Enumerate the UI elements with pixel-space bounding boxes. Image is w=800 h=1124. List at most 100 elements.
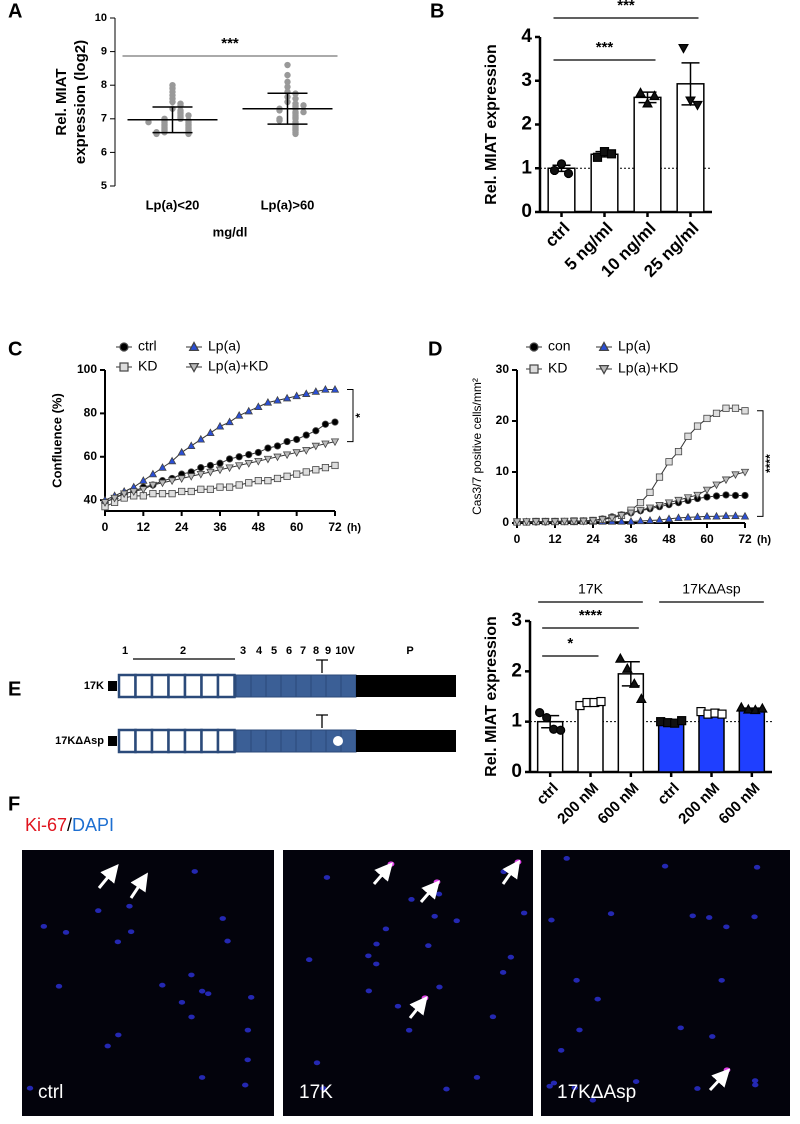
data-point xyxy=(292,391,301,400)
kiv2-repeat xyxy=(134,673,154,699)
nucleus xyxy=(723,924,730,930)
group-label: 17KΔAsp xyxy=(682,581,741,597)
data-point xyxy=(592,152,603,162)
significance-label: *** xyxy=(221,35,239,52)
nucleus xyxy=(594,996,601,1002)
data-point xyxy=(693,422,702,430)
nucleus xyxy=(242,1082,249,1088)
kiv2-repeat xyxy=(183,673,203,699)
data-point xyxy=(100,499,110,507)
nucleus xyxy=(677,1025,684,1031)
significance-label: *** xyxy=(596,39,614,56)
x-tick-label: ctrl xyxy=(533,780,562,809)
data-point xyxy=(263,398,273,406)
domain-label: P xyxy=(406,645,413,657)
data-point xyxy=(321,385,330,393)
x-tick-label: 12 xyxy=(548,532,562,546)
x-tick-label: 48 xyxy=(662,532,676,546)
panel-letter: E xyxy=(8,678,21,700)
data-point xyxy=(284,78,291,86)
nucleus xyxy=(473,1074,481,1080)
data-point xyxy=(731,404,740,412)
data-point xyxy=(302,468,310,476)
x-tick-label: 36 xyxy=(624,532,638,546)
data-point xyxy=(740,511,750,520)
nucleus xyxy=(499,970,507,975)
y-tick-label: 0 xyxy=(521,201,532,222)
y-axis-label: Rel. MIAT xyxy=(53,68,70,135)
significance-bracket xyxy=(757,410,764,517)
legend-marker xyxy=(529,364,539,374)
kringle xyxy=(325,674,342,698)
y-tick-label: 9 xyxy=(101,46,107,58)
data-point xyxy=(225,417,234,426)
y-tick-label: 30 xyxy=(496,362,510,376)
kiv2-repeat xyxy=(117,728,137,754)
data-point xyxy=(721,476,731,485)
kringle xyxy=(310,729,327,753)
legend-marker xyxy=(529,342,539,352)
nucleus xyxy=(435,891,443,897)
data-point xyxy=(598,516,607,524)
kringle xyxy=(280,674,297,698)
stain-part: / xyxy=(67,815,72,835)
kiv2-repeat xyxy=(167,673,187,699)
data-point xyxy=(642,97,653,108)
nucleus xyxy=(573,977,580,983)
bar xyxy=(657,720,685,773)
data-point xyxy=(655,473,664,481)
arrow xyxy=(501,859,521,885)
x-tick-label: 24 xyxy=(586,532,600,546)
data-point xyxy=(276,117,283,124)
data-point xyxy=(206,428,215,437)
kiv2-repeat xyxy=(134,728,154,754)
kringle xyxy=(235,674,252,698)
kringle xyxy=(265,674,282,698)
data-point xyxy=(512,518,522,526)
x-axis-label: mg/dl xyxy=(213,224,248,239)
data-point xyxy=(522,518,531,526)
kiv2-repeat xyxy=(183,728,203,754)
nucleus xyxy=(95,908,102,914)
nucleus xyxy=(425,943,432,949)
domain-label: 3 xyxy=(240,645,246,657)
nucleus xyxy=(126,903,133,909)
data-point xyxy=(742,703,754,714)
data-point xyxy=(216,459,224,467)
data-point xyxy=(693,491,702,500)
panel-letter: D xyxy=(428,338,442,360)
nucleus xyxy=(563,855,570,861)
protease-domain xyxy=(356,730,456,752)
data-point xyxy=(273,453,282,462)
nucleus xyxy=(753,864,761,870)
data-point xyxy=(560,517,569,526)
data-point xyxy=(244,406,253,415)
data-point xyxy=(145,118,152,126)
y-axis-label: Rel. MIAT expression xyxy=(483,616,500,777)
legend-marker xyxy=(598,365,610,375)
data-point xyxy=(664,514,674,523)
data-point xyxy=(129,488,138,496)
data-point xyxy=(273,395,282,404)
x-tick-label: 600 nM xyxy=(594,780,642,828)
data-point xyxy=(646,488,654,497)
data-point xyxy=(196,434,206,443)
data-point xyxy=(722,491,730,499)
data-point xyxy=(167,456,177,465)
nucleus xyxy=(159,982,166,988)
data-point xyxy=(731,491,740,500)
significance-label: **** xyxy=(579,607,603,624)
data-point xyxy=(703,493,711,501)
kiv2-repeat xyxy=(200,673,220,699)
data-point xyxy=(119,490,129,499)
data-point xyxy=(549,165,560,176)
data-point xyxy=(254,457,263,466)
nucleus xyxy=(661,863,669,869)
data-point xyxy=(731,511,740,519)
significance-bracket xyxy=(347,389,354,443)
stain-part: Ki-67 xyxy=(25,815,67,835)
signal-box xyxy=(108,681,117,691)
nucleus xyxy=(188,972,195,978)
ki67-nucleus xyxy=(514,859,522,865)
kringle xyxy=(250,674,267,698)
